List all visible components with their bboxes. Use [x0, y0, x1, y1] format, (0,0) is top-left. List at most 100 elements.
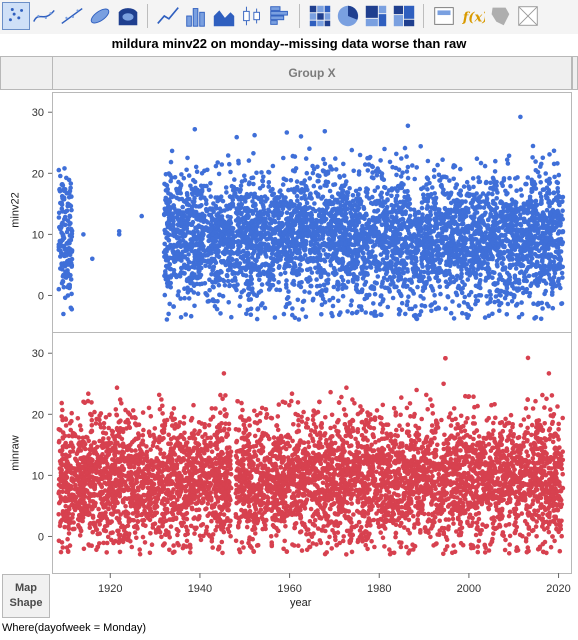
data-point — [424, 244, 430, 249]
data-point — [294, 239, 299, 245]
data-point — [340, 261, 345, 267]
data-point — [450, 252, 455, 257]
data-point — [525, 175, 531, 180]
caption-box-button[interactable] — [430, 2, 458, 30]
data-point — [289, 232, 295, 237]
data-point — [546, 303, 551, 309]
data-point — [335, 287, 341, 292]
data-point — [251, 262, 257, 268]
data-point — [227, 194, 233, 199]
data-point — [445, 209, 451, 215]
box-plot-button[interactable] — [238, 2, 266, 30]
data-point — [381, 232, 387, 237]
data-point — [407, 196, 412, 202]
data-point — [502, 267, 508, 272]
data-point — [356, 239, 362, 244]
data-point — [529, 187, 535, 193]
data-point — [382, 185, 388, 191]
data-point — [64, 175, 69, 181]
data-point — [493, 294, 499, 299]
data-point — [241, 288, 247, 293]
points-button[interactable] — [2, 2, 30, 30]
histogram-button[interactable] — [266, 2, 294, 30]
data-point — [378, 261, 384, 266]
data-point — [59, 243, 64, 249]
data-point — [385, 197, 390, 203]
area-button[interactable] — [210, 2, 238, 30]
data-point — [393, 257, 398, 262]
data-point — [398, 217, 403, 223]
contour-button[interactable] — [114, 2, 142, 30]
data-point — [341, 283, 347, 288]
bar-icon — [186, 8, 205, 27]
data-point — [450, 234, 455, 240]
data-point — [559, 270, 565, 276]
data-point — [478, 272, 483, 278]
data-point — [354, 223, 360, 228]
data-point — [556, 249, 562, 255]
data-point — [244, 311, 249, 317]
data-point — [322, 161, 328, 167]
data-point — [182, 286, 187, 292]
data-point — [499, 181, 504, 186]
data-point — [349, 227, 354, 233]
data-point — [355, 309, 360, 315]
data-point — [204, 201, 209, 207]
data-point — [224, 273, 230, 279]
data-point — [311, 183, 317, 189]
data-point — [239, 218, 244, 223]
data-point — [488, 180, 493, 186]
data-point — [260, 262, 266, 267]
data-point — [232, 177, 237, 182]
data-point — [208, 226, 214, 232]
data-point — [292, 168, 298, 174]
data-point — [556, 276, 561, 282]
data-point — [267, 208, 272, 214]
mosaic-button[interactable] — [390, 2, 418, 30]
data-point — [195, 242, 201, 248]
bar-button[interactable] — [182, 2, 210, 30]
data-point — [450, 238, 456, 244]
data-point — [227, 202, 232, 208]
data-point — [425, 187, 430, 192]
data-point — [297, 280, 302, 286]
data-point — [494, 183, 499, 189]
line-of-fit-button[interactable] — [58, 2, 86, 30]
formula-button[interactable]: f(x) — [458, 2, 486, 30]
smoother-button[interactable] — [30, 2, 58, 30]
data-point — [226, 300, 231, 305]
data-point — [238, 243, 243, 249]
data-point — [547, 267, 552, 272]
data-point — [403, 211, 408, 217]
data-point — [311, 166, 317, 172]
data-point — [211, 266, 216, 272]
data-point — [193, 164, 199, 170]
map-shapes-button[interactable] — [486, 2, 514, 30]
heatmap-button[interactable] — [306, 2, 334, 30]
data-point — [411, 270, 417, 276]
data-point — [186, 173, 192, 178]
area-icon — [213, 10, 235, 27]
data-point — [330, 253, 335, 258]
group-x-drop-zone[interactable]: Group X — [52, 56, 572, 90]
data-point — [299, 180, 304, 186]
pie-button[interactable] — [334, 2, 362, 30]
data-point — [478, 293, 484, 298]
data-point — [444, 262, 449, 268]
data-point — [250, 235, 255, 240]
plot-frame[interactable] — [52, 92, 572, 574]
data-point — [397, 224, 402, 229]
data-point — [518, 263, 524, 269]
ellipse-button[interactable] — [86, 2, 114, 30]
data-point — [471, 184, 476, 190]
data-point — [416, 217, 422, 223]
data-point — [531, 301, 536, 307]
data-point — [348, 302, 354, 308]
line-button[interactable] — [154, 2, 182, 30]
treemap-button[interactable] — [362, 2, 390, 30]
data-point — [349, 310, 355, 316]
data-point — [528, 253, 534, 258]
grid-button[interactable] — [514, 2, 542, 30]
data-point — [174, 195, 180, 201]
data-point — [405, 164, 411, 170]
